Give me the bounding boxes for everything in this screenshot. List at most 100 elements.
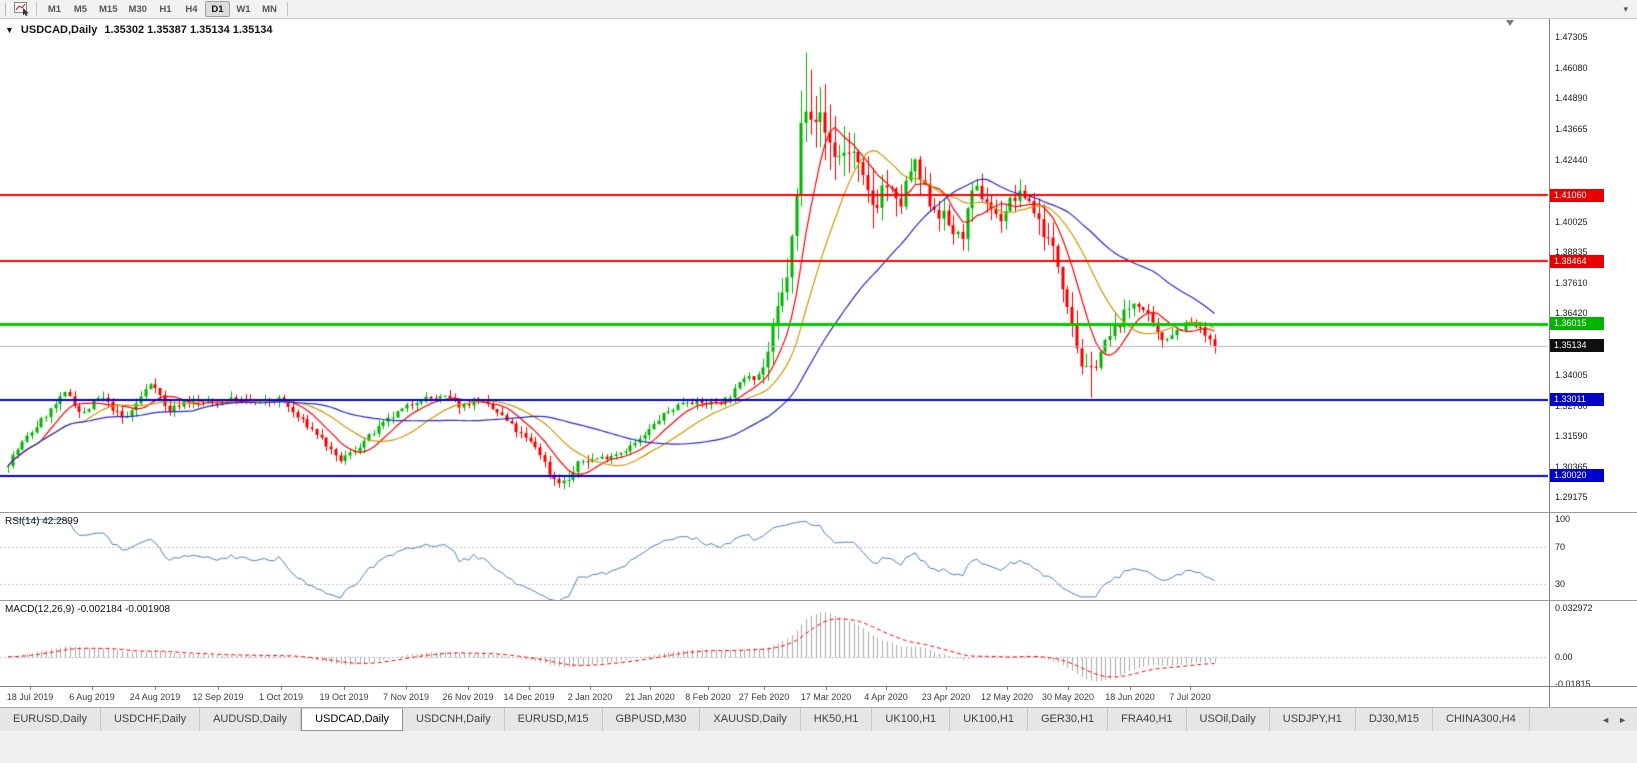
date-tick-label: 7 Nov 2019 [382,692,430,702]
date-tick-mark [218,687,219,690]
price-axis[interactable]: 1.47305 1.46080 1.44890 1.43665 1.42440 1.400… [1549,19,1637,707]
date-tick-label: 24 Aug 2019 [129,692,181,702]
rsi-tick-label: 30 [1555,579,1566,590]
timeframe-button-m1[interactable]: M1 [47,4,62,15]
macd-tick-label: -0.01815 [1555,678,1591,689]
date-tick-mark [155,687,156,690]
top-toolbar: M1 M5 M15 M30 H1 H4 D1 W1 MN ▾ [0,0,1637,19]
tab-scroll-right-button[interactable]: ► [1618,714,1627,725]
date-tick-mark [826,687,827,690]
date-tick-mark [281,687,282,690]
one-click-trading-arrow[interactable]: ▼ [5,25,14,35]
chart-tab-eurusd-daily[interactable]: EURUSD,Daily [0,708,101,731]
chart-tab-usdcad-daily[interactable]: USDCAD,Daily [301,708,404,731]
date-tick-mark [468,687,469,690]
date-tick-mark [1130,687,1131,690]
price-badge: 1.33011 [1550,393,1604,407]
chart-tab-usdchf-daily[interactable]: USDCHF,Daily [100,708,201,731]
price-badge: 1.36015 [1550,317,1604,331]
chart-symbol-period: USDCAD,Daily [20,24,98,36]
chart-shift-marker[interactable] [1506,20,1514,26]
price-badge: 1.30020 [1550,469,1604,483]
chart-tab-hk50-h1[interactable]: HK50,H1 [800,708,873,731]
date-tick-mark [406,687,407,690]
date-tick-mark [529,687,530,690]
timeframe-group: M1 M5 M15 M30 H1 H4 D1 W1 MN [42,1,282,17]
date-tick-label: 23 Apr 2020 [921,692,971,702]
chart-tab-audusd-daily[interactable]: AUDUSD,Daily [200,708,302,731]
chart-tab-uk100-h1[interactable]: UK100,H1 [872,708,951,731]
chart-tab-uk100-h1[interactable]: UK100,H1 [950,708,1028,731]
price-tick-label: 1.29175 [1555,492,1588,503]
price-tick-label: 1.31590 [1555,431,1588,442]
date-tick-label: 30 May 2020 [1041,692,1095,702]
date-tick-mark [92,687,93,690]
price-badge: 1.38464 [1550,254,1604,268]
pane-separator-macd[interactable] [0,600,1637,601]
price-tick-label: 1.47305 [1555,31,1588,42]
chart-tab-xauusd-daily[interactable]: XAUUSD,Daily [700,708,801,731]
date-axis[interactable]: 18 Jul 2019 6 Aug 2019 24 Aug 2019 12 Sep 2… [0,687,1548,707]
date-tick-mark [708,687,709,690]
chart-tab-fra40-h1[interactable]: FRA40,H1 [1108,708,1187,731]
date-tick-label: 17 Mar 2020 [800,692,852,702]
date-tick-label: 18 Jul 2019 [6,692,54,702]
date-tick-mark [764,687,765,690]
price-tick-label: 1.42440 [1555,155,1588,166]
rsi-tick-label: 100 [1555,514,1571,525]
tab-scroll-controls: ◄ ► [1591,708,1637,731]
toolbar-overflow-button[interactable]: ▾ [1623,3,1628,14]
rsi-indicator-canvas[interactable] [0,513,1548,600]
price-badge: 1.35134 [1550,339,1604,353]
date-tick-label: 4 Apr 2020 [864,692,908,702]
date-tick-label: 7 Jul 2020 [1169,692,1211,702]
pane-separator-rsi[interactable] [0,512,1637,513]
chart-tab-ger30-h1[interactable]: GER30,H1 [1027,708,1109,731]
price-tick-label: 1.44890 [1555,93,1588,104]
price-tick-label: 1.43665 [1555,124,1588,135]
price-tick-label: 1.40025 [1555,216,1588,227]
date-tick-mark [1068,687,1069,690]
price-tick-label: 1.46080 [1555,62,1588,73]
chart-tab-china300-h4[interactable]: CHINA300,H4 [1433,708,1530,731]
chart-tab-gbpusd-m30[interactable]: GBPUSD,M30 [602,708,701,731]
date-tick-label: 21 Jan 2020 [625,692,675,702]
price-tick-label: 1.34005 [1555,369,1588,380]
date-tick-label: 1 Oct 2019 [258,692,304,702]
price-badge: 1.41060 [1550,188,1604,202]
date-tick-label: 8 Feb 2020 [685,692,731,702]
date-tick-mark [590,687,591,690]
timeframe-button-w1[interactable]: W1 [236,4,251,15]
date-tick-mark [1190,687,1191,690]
chart-tab-usdcnh-daily[interactable]: USDCNH,Daily [403,708,505,731]
timeframe-button-h4[interactable]: H4 [185,4,198,15]
toolbar-grip[interactable] [5,2,9,16]
date-tick-label: 12 May 2020 [980,692,1034,702]
price-tick-label: 1.38835 [1555,246,1588,257]
candlestick-chart-icon [14,2,29,16]
timeframe-button-h1[interactable]: H1 [159,4,172,15]
date-tick-label: 18 Jun 2020 [1105,692,1155,702]
chart-tab-dj30-m15[interactable]: DJ30,M15 [1355,708,1433,731]
chart-tab-eurusd-m15[interactable]: EURUSD,M15 [504,708,603,731]
date-tick-label: 2 Jan 2020 [567,692,613,702]
date-tick-label: 26 Nov 2019 [442,692,494,702]
date-tick-label: 14 Dec 2019 [503,692,555,702]
chart-tab-usdjpy-h1[interactable]: USDJPY,H1 [1269,708,1356,731]
timeframe-button-m5[interactable]: M5 [73,4,88,15]
macd-indicator-canvas[interactable] [0,601,1548,686]
timeframe-button-m15[interactable]: M15 [99,4,118,15]
timeframe-button-mn[interactable]: MN [262,4,277,15]
main-chart-canvas[interactable] [0,19,1548,512]
price-tick-label: 1.30365 [1555,462,1588,473]
price-tick-label: 1.37610 [1555,278,1588,289]
date-tick-label: 6 Aug 2019 [69,692,115,702]
chart-tool-icon[interactable] [13,2,31,17]
timeframe-button-m30[interactable]: M30 [128,4,147,15]
tab-scroll-left-button[interactable]: ◄ [1601,714,1611,725]
date-tick-mark [1007,687,1008,690]
chart-tab-usoil-daily[interactable]: USOil,Daily [1186,708,1270,731]
timeframe-button-d1[interactable]: D1 [204,1,230,17]
chart-window: ▼ USDCAD,Daily 1.35302 1.35387 1.35134 1… [0,19,1637,707]
